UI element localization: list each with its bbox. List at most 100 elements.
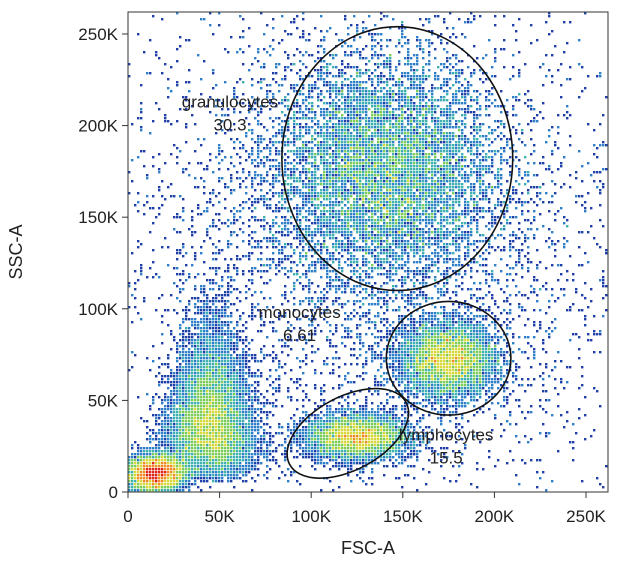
density-cell bbox=[335, 135, 338, 138]
density-cell bbox=[356, 240, 359, 243]
density-cell bbox=[308, 54, 311, 57]
density-cell bbox=[341, 39, 344, 42]
density-cell bbox=[407, 153, 410, 156]
density-cell bbox=[392, 150, 395, 153]
density-cell bbox=[191, 225, 194, 228]
density-cell bbox=[407, 159, 410, 162]
density-cell bbox=[347, 192, 350, 195]
density-cell bbox=[251, 273, 254, 276]
density-cell bbox=[338, 75, 341, 78]
density-cell bbox=[584, 12, 587, 15]
density-cell bbox=[410, 231, 413, 234]
density-cell bbox=[281, 231, 284, 234]
density-cell bbox=[323, 216, 326, 219]
density-cell bbox=[470, 84, 473, 87]
density-cell bbox=[548, 237, 551, 240]
density-cell bbox=[413, 141, 416, 144]
density-cell bbox=[287, 276, 290, 279]
density-cell bbox=[407, 147, 410, 150]
density-cell bbox=[269, 84, 272, 87]
density-cell bbox=[311, 231, 314, 234]
density-cell bbox=[500, 147, 503, 150]
density-cell bbox=[380, 138, 383, 141]
density-cell bbox=[329, 231, 332, 234]
density-cell bbox=[209, 201, 212, 204]
density-cell bbox=[488, 126, 491, 129]
density-cell bbox=[368, 192, 371, 195]
density-cell bbox=[362, 108, 365, 111]
density-cell bbox=[455, 273, 458, 276]
density-cell bbox=[485, 258, 488, 261]
density-cell bbox=[365, 105, 368, 108]
density-cell bbox=[452, 219, 455, 222]
density-cell bbox=[272, 225, 275, 228]
density-cell bbox=[428, 246, 431, 249]
density-cell bbox=[440, 87, 443, 90]
density-cell bbox=[446, 132, 449, 135]
density-cell bbox=[158, 108, 161, 111]
density-cell bbox=[413, 255, 416, 258]
density-cell bbox=[425, 39, 428, 42]
density-cell bbox=[479, 192, 482, 195]
density-cell bbox=[326, 252, 329, 255]
density-cell bbox=[446, 216, 449, 219]
density-cell bbox=[389, 39, 392, 42]
density-cell bbox=[158, 57, 161, 60]
density-cell bbox=[293, 21, 296, 24]
density-cell bbox=[377, 210, 380, 213]
density-cell bbox=[248, 102, 251, 105]
density-cell bbox=[377, 42, 380, 45]
density-cell bbox=[395, 234, 398, 237]
density-cell bbox=[521, 264, 524, 267]
density-cell bbox=[338, 105, 341, 108]
density-cell bbox=[446, 174, 449, 177]
density-cell bbox=[377, 153, 380, 156]
density-cell bbox=[443, 171, 446, 174]
density-cell bbox=[356, 108, 359, 111]
density-cell bbox=[521, 177, 524, 180]
density-cell bbox=[407, 204, 410, 207]
density-cell bbox=[413, 225, 416, 228]
density-cell bbox=[290, 171, 293, 174]
density-cell bbox=[467, 246, 470, 249]
density-cell bbox=[398, 96, 401, 99]
density-cell bbox=[302, 111, 305, 114]
density-cell bbox=[251, 210, 254, 213]
density-cell bbox=[530, 120, 533, 123]
density-cell bbox=[332, 261, 335, 264]
density-cell bbox=[422, 177, 425, 180]
density-cell bbox=[422, 48, 425, 51]
density-cell bbox=[272, 237, 275, 240]
density-cell bbox=[323, 174, 326, 177]
density-cell bbox=[413, 132, 416, 135]
density-cell bbox=[446, 177, 449, 180]
density-cell bbox=[248, 111, 251, 114]
density-cell bbox=[236, 273, 239, 276]
density-cell bbox=[518, 168, 521, 171]
density-cell bbox=[503, 159, 506, 162]
density-cell bbox=[140, 264, 143, 267]
density-cell bbox=[545, 141, 548, 144]
density-cell bbox=[404, 135, 407, 138]
density-cell bbox=[182, 171, 185, 174]
density-cell bbox=[440, 189, 443, 192]
density-cell bbox=[383, 15, 386, 18]
density-cell bbox=[188, 174, 191, 177]
density-cell bbox=[428, 90, 431, 93]
density-cell bbox=[467, 207, 470, 210]
density-cell bbox=[584, 87, 587, 90]
density-cell bbox=[293, 159, 296, 162]
density-cell bbox=[302, 84, 305, 87]
density-cell bbox=[599, 72, 602, 75]
density-cell bbox=[299, 156, 302, 159]
density-cell bbox=[281, 234, 284, 237]
density-cell bbox=[344, 135, 347, 138]
density-cell bbox=[335, 243, 338, 246]
density-cell bbox=[365, 63, 368, 66]
density-cell bbox=[377, 219, 380, 222]
density-cell bbox=[215, 246, 218, 249]
density-cell bbox=[284, 99, 287, 102]
density-cell bbox=[200, 144, 203, 147]
density-cell bbox=[386, 162, 389, 165]
density-cell bbox=[407, 216, 410, 219]
